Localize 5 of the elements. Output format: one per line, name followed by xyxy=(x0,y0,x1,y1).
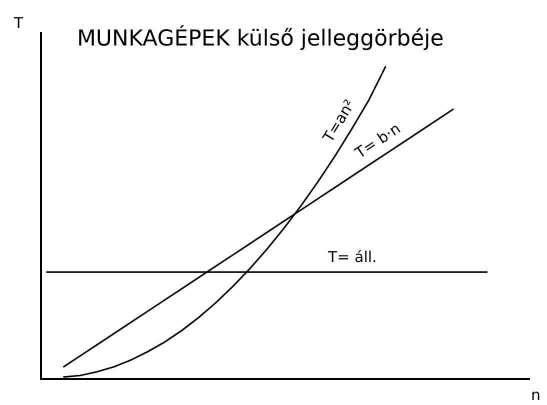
chart-title: MUNKAGÉPEK külső jelleggörbéje xyxy=(76,24,444,52)
y-axis-title: T xyxy=(13,14,24,32)
series-label: T= áll. xyxy=(327,248,377,266)
text: T= b·n xyxy=(351,119,404,163)
x-axis-title: n xyxy=(531,386,541,404)
